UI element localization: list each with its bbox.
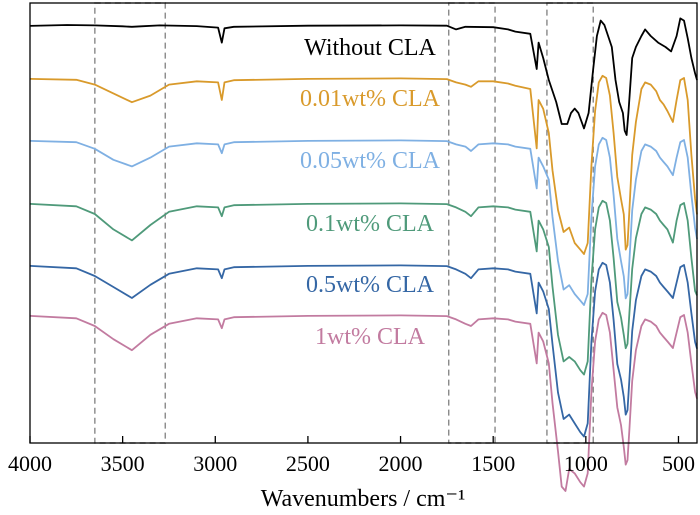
series-line-3 bbox=[29, 136, 698, 306]
series-label-1: Without CLA bbox=[304, 35, 436, 61]
series-line-6 bbox=[29, 311, 698, 492]
series-line-2 bbox=[29, 74, 698, 255]
x-axis: 4000 3500 3000 2500 2000 1500 1000 500 bbox=[8, 436, 695, 476]
x-tick-label-3000: 3000 bbox=[193, 451, 237, 476]
series-line-1 bbox=[29, 17, 698, 136]
plot-frame bbox=[29, 2, 698, 444]
highlight-band-2 bbox=[448, 2, 496, 444]
series-label-3: 0.05wt% CLA bbox=[300, 148, 441, 174]
x-tick-label-1500: 1500 bbox=[471, 451, 515, 476]
series-labels: Without CLA 0.01wt% CLA 0.05wt% CLA 0.1wt% … bbox=[300, 35, 441, 350]
x-axis-label: Wavenumbers / cm⁻¹ bbox=[261, 486, 466, 512]
x-tick-label-4000: 4000 bbox=[8, 451, 52, 476]
x-tick-label-2500: 2500 bbox=[286, 451, 330, 476]
series-label-5: 0.5wt% CLA bbox=[306, 272, 435, 298]
x-tick-label-1000: 1000 bbox=[564, 451, 608, 476]
series-label-4: 0.1wt% CLA bbox=[306, 211, 435, 237]
spectra-series bbox=[29, 17, 698, 492]
x-tick-label-2000: 2000 bbox=[379, 451, 423, 476]
series-label-2: 0.01wt% CLA bbox=[300, 86, 441, 112]
series-line-5 bbox=[29, 261, 698, 438]
x-tick-label-3500: 3500 bbox=[101, 451, 145, 476]
x-tick-label-500: 500 bbox=[662, 451, 695, 476]
series-label-6: 1wt% CLA bbox=[315, 324, 426, 350]
series-line-4 bbox=[29, 199, 698, 376]
